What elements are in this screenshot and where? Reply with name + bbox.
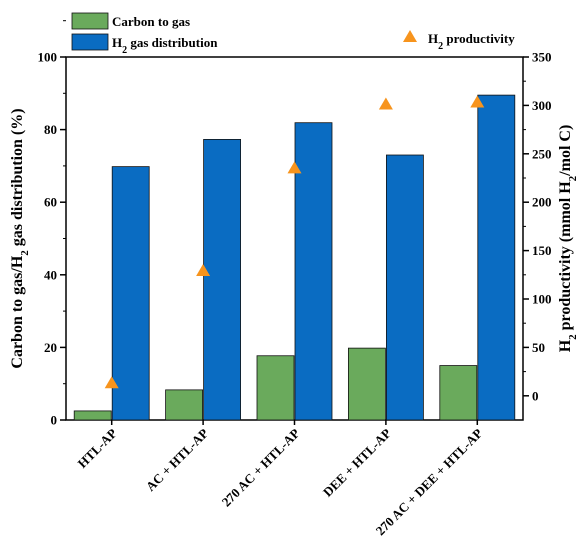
right-tick-label-2: 100 [532, 292, 552, 307]
point-h2-productivity-3 [378, 97, 393, 110]
legend-label-0: Carbon to gas [112, 14, 190, 29]
bar-h2-gas-distribution-1 [203, 139, 242, 421]
y-right-axis-title: H2 productivity (mmol H2/mol C) [557, 125, 579, 353]
x-tick-label-2: 270 AC + HTL-AP [219, 425, 303, 509]
bar-carbon-to-gas-1 [165, 389, 204, 421]
x-tick-label-0: HTL-AP [74, 425, 119, 470]
right-tick-label-4: 200 [532, 195, 552, 210]
left-tick-label-0: 0 [51, 413, 58, 428]
y-left-axis-title: Carbon to gas/H2 gas distribution (%) [9, 108, 31, 368]
legend-label-2: H2 productivity [428, 31, 515, 52]
bar-carbon-to-gas-3 [347, 347, 386, 421]
left-tick-label-1: 20 [44, 340, 57, 355]
bar-h2-gas-distribution-4 [477, 94, 516, 421]
point-h2-productivity-4 [470, 95, 485, 108]
right-tick-label-0: 0 [532, 388, 539, 403]
left-tick-label-4: 80 [44, 122, 57, 137]
left-tick-label-5: 100 [38, 50, 58, 65]
right-tick-label-7: 350 [532, 50, 552, 65]
left-tick-label-2: 40 [44, 267, 57, 282]
bar-carbon-to-gas-2 [256, 355, 295, 421]
bar-carbon-to-gas-4 [439, 365, 478, 421]
x-tick-label-3: DEE + HTL-AP [320, 425, 394, 499]
bar-carbon-to-gas-0 [73, 410, 112, 421]
point-h2-productivity-0 [104, 376, 119, 389]
legend-swatch-1 [71, 33, 109, 51]
right-tick-label-1: 50 [532, 340, 545, 355]
bar-h2-gas-distribution-3 [385, 154, 424, 421]
point-h2-productivity-1 [196, 263, 211, 276]
left-tick-label-3: 60 [44, 195, 57, 210]
right-tick-label-5: 250 [532, 146, 552, 161]
legend-swatch-2 [403, 30, 417, 42]
point-h2-productivity-2 [287, 161, 302, 174]
bar-h2-gas-distribution-2 [294, 122, 333, 421]
right-tick-label-3: 150 [532, 243, 552, 258]
legend-swatch-0 [71, 12, 109, 30]
bar-h2-gas-distribution-0 [111, 166, 150, 421]
legend-label-1: H2 gas distribution [112, 35, 218, 56]
x-tick-label-4: 270 AC + DEE + HTL-AP [373, 425, 486, 538]
right-tick-label-6: 300 [532, 98, 552, 113]
x-tick-label-1: AC + HTL-AP [143, 425, 211, 493]
